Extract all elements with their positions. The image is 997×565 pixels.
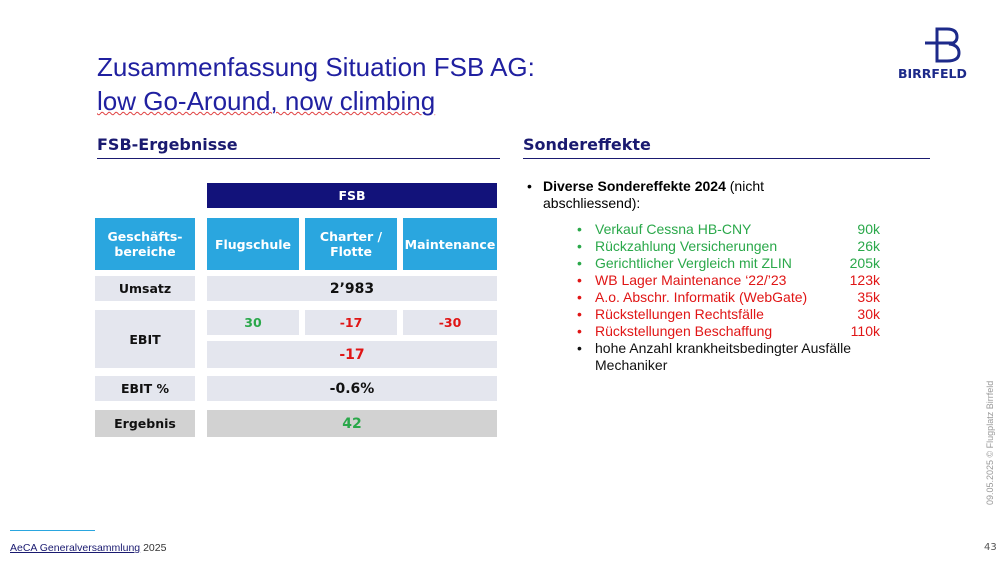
intro: Diverse Sondereffekte 2024 (nicht abschl…	[543, 178, 818, 212]
item-amount: 26k	[857, 238, 880, 254]
intro-bold: Diverse Sondereffekte 2024	[543, 178, 726, 194]
row-label: Umsatz	[95, 276, 195, 301]
footer-link: AeCA Generalversammlung	[10, 542, 141, 554]
column-header: Flugschule	[207, 218, 299, 270]
footer: AeCA Generalversammlung 2025	[10, 542, 166, 554]
left-heading: FSB-Ergebnisse	[97, 135, 238, 154]
sub-bullet: •	[577, 272, 582, 288]
cell-value: -30	[403, 310, 497, 335]
intro-rest: (nicht abschliessend):	[543, 178, 764, 211]
row-label: Ergebnis	[95, 410, 195, 437]
sub-bullet: •	[577, 289, 582, 305]
item-amount: 90k	[857, 221, 880, 237]
logo-mark	[925, 27, 961, 63]
item-text: hohe Anzahl krankheitsbedingter Ausfälle…	[595, 340, 852, 373]
item-text: Rückzahlung Versicherungen	[595, 238, 778, 254]
item-amount: 35k	[857, 289, 880, 305]
cell-value: 30	[207, 310, 299, 335]
item-text: Rückstellungen Rechtsfälle	[595, 306, 764, 322]
cell-value: -17	[305, 310, 397, 335]
title-line2: low Go-Around, now climbing	[97, 86, 436, 116]
footer-rule	[10, 530, 95, 531]
sub-bullet: •	[577, 323, 582, 339]
sub-bullet: •	[577, 238, 582, 254]
group-header: FSB	[207, 183, 497, 208]
item-text: Verkauf Cessna HB-CNY	[595, 221, 752, 237]
right-heading: Sondereffekte	[523, 135, 651, 154]
item-amount: 110k	[850, 323, 880, 339]
sub-bullet: •	[577, 221, 582, 237]
side-note: 09.05.2025 © Flugplatz Birrfeld	[985, 380, 995, 505]
footer-year: 2025	[143, 542, 167, 554]
item-text: WB Lager Maintenance ‘22/’23	[595, 272, 787, 288]
title-line1: Zusammenfassung Situation FSB AG:	[97, 52, 535, 82]
bullet: •	[527, 178, 532, 194]
item-amount: 30k	[857, 306, 880, 322]
page-number: 43	[984, 542, 997, 553]
corner-header: Geschäfts-bereiche	[95, 218, 195, 270]
cell-value: -17	[207, 341, 497, 368]
sub-bullet: •	[577, 306, 582, 322]
item-amount: 205k	[849, 255, 880, 271]
item-amount: 123k	[849, 272, 880, 288]
cell-value: 42	[207, 410, 497, 437]
rule	[97, 158, 500, 159]
rule	[523, 158, 930, 159]
item-text: Rückstellungen Beschaffung	[595, 323, 773, 339]
column-header: Charter / Flotte	[305, 218, 397, 270]
column-header: Maintenance	[403, 218, 497, 270]
sub-bullet: •	[577, 340, 582, 356]
item-text: A.o. Abschr. Informatik (WebGate)	[595, 289, 808, 305]
sub-bullet: •	[577, 255, 582, 271]
logo-text: BIRRFELD	[898, 66, 967, 81]
cell-value: -0.6%	[207, 376, 497, 401]
row-label: EBIT	[95, 310, 195, 368]
item-text: Gerichtlicher Vergleich mit ZLIN	[595, 255, 792, 271]
cell-value: 2’983	[207, 276, 497, 301]
row-label: EBIT %	[95, 376, 195, 401]
